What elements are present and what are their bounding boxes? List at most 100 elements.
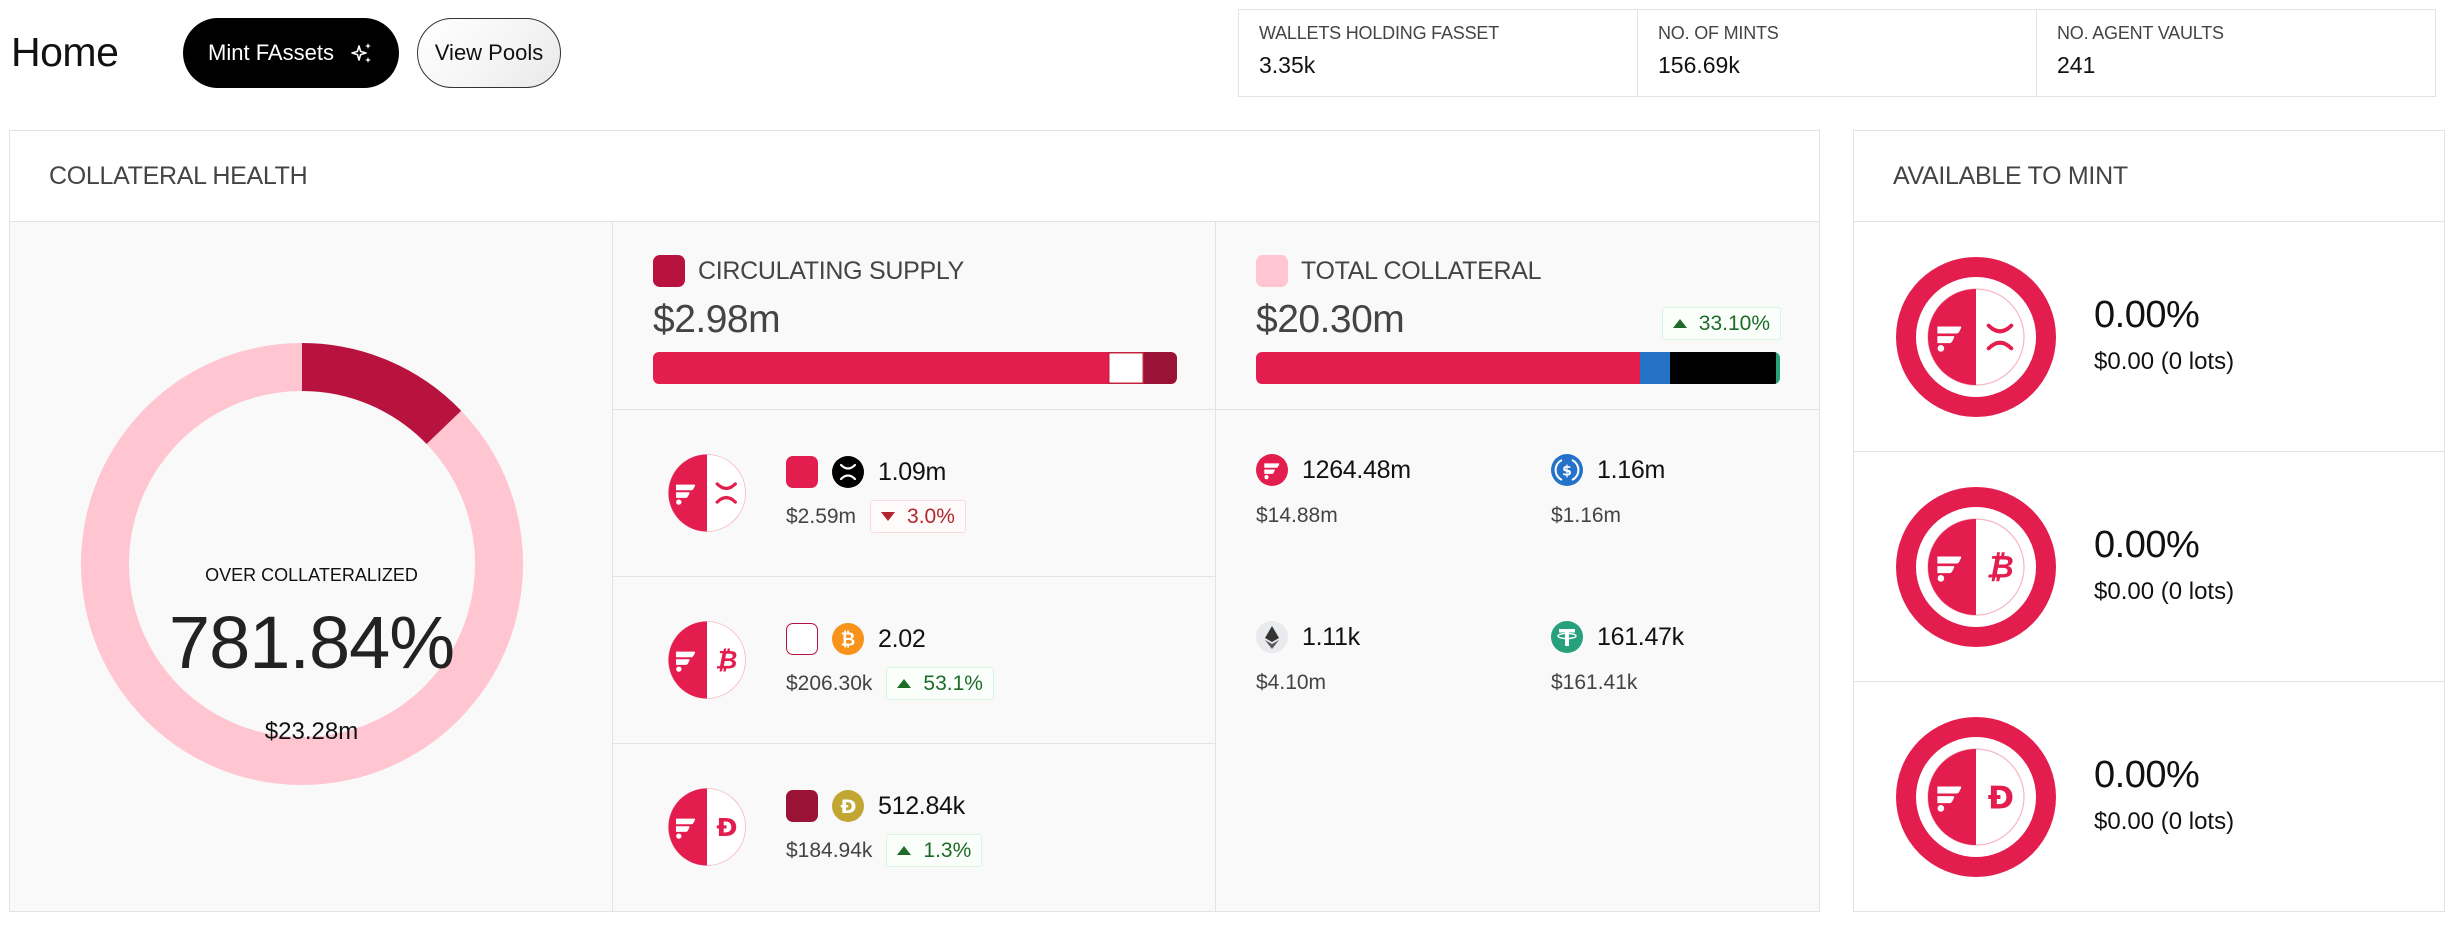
stat-value: 156.69k (1658, 52, 1740, 78)
collateral-amount: 1.11k (1302, 622, 1360, 651)
asset-amount: 512.84k (878, 791, 965, 820)
available-to-mint-title: AVAILABLE TO MINT (1854, 131, 2444, 222)
collateral-usd-value: $1.16m (1551, 504, 1622, 527)
stat-value: 3.35k (1259, 52, 1316, 78)
total-collateral-amount: $20.30m (1256, 298, 1405, 341)
supply-row-fbtc[interactable]: ₿ ₿ 2.02 $206.30k 53.1% (613, 577, 1215, 744)
stat-number-of-mints: NO. OF MINTS 156.69k (1638, 10, 2037, 96)
stat-value: 241 (2057, 52, 2096, 78)
collateral-ratio: 781.84% (168, 601, 455, 684)
asset-usd-value: $2.59m (786, 504, 857, 528)
svg-text:₿: ₿ (841, 630, 856, 651)
donut-segment-circulating-supply[interactable] (301, 343, 462, 445)
total-collateral-change-badge: 33.10% (1661, 307, 1781, 340)
stat-label: NO. OF MINTS (1658, 23, 1779, 43)
collateral-donut-chart (81, 343, 523, 785)
circulating-supply-swatch (653, 255, 685, 287)
fdoge-mint-progress-ring-icon: Đ (1896, 717, 2056, 877)
collateral-total-value: $23.28m (264, 718, 359, 745)
donut-segment-total-collateral[interactable] (81, 343, 523, 785)
circulating-supply-bar (653, 352, 1177, 384)
asset-amount: 2.02 (878, 624, 926, 653)
btc-icon: ₿ (832, 623, 864, 655)
xrp-icon (832, 456, 864, 488)
available-usd-lots: $0.00 (0 lots) (2094, 348, 2235, 375)
collateral-bar-segment-usdc[interactable] (1640, 352, 1670, 384)
available-percent: 0.00% (2094, 524, 2200, 566)
collateralization-donut-section: OVER COLLATERALIZED 781.84% $23.28m (10, 222, 613, 911)
asset-change-badge: 3.0% (870, 500, 966, 533)
asset-color-swatch (786, 790, 818, 822)
arrow-up-icon (1672, 319, 1687, 328)
available-to-mint-row-fdoge[interactable]: Đ 0.00% $0.00 (0 lots) (1854, 682, 2444, 912)
available-percent: 0.00% (2094, 754, 2200, 796)
collateral-amount: 1264.48m (1302, 455, 1411, 484)
total-collateral-change: 33.10% (1698, 311, 1770, 335)
collateral-item-flr[interactable]: 1264.48m $14.88m (1256, 454, 1411, 528)
collateral-item-usdc[interactable]: $ 1.16m $1.16m (1551, 454, 1665, 528)
collateral-item-eth[interactable]: 1.11k $4.10m (1256, 621, 1360, 695)
collateral-usd-value: $4.10m (1256, 671, 1327, 694)
collateral-amount: 161.47k (1597, 622, 1684, 651)
sparkles-icon (351, 43, 371, 63)
asset-change-badge: 53.1% (886, 667, 994, 700)
total-collateral-label: TOTAL COLLATERAL (1301, 256, 1542, 285)
collateral-bar-segment-flr[interactable] (1256, 352, 1641, 384)
collateral-item-usdt[interactable]: 161.47k $161.41k (1551, 621, 1684, 695)
asset-change-value: 1.3% (923, 838, 972, 862)
svg-text:₿: ₿ (1986, 549, 2014, 585)
fdoge-fasset-icon: Đ (651, 771, 763, 883)
svg-text:Đ: Đ (1988, 780, 2014, 816)
circulating-supply-amount: $2.98m (653, 298, 781, 341)
total-collateral-swatch (1256, 255, 1288, 287)
stat-agent-vaults: NO. AGENT VAULTS 241 (2037, 10, 2435, 96)
total-collateral-legend: TOTAL COLLATERAL (1256, 255, 1541, 287)
fbtc-fasset-icon: ₿ (651, 604, 763, 716)
supply-row-fxrp[interactable]: 1.09m $2.59m 3.0% (613, 410, 1215, 577)
collateral-health-title: COLLATERAL HEALTH (10, 131, 1819, 222)
arrow-down-icon (881, 512, 896, 521)
svg-text:$: $ (1562, 464, 1572, 480)
collateral-usd-value: $14.88m (1256, 504, 1338, 527)
stat-label: WALLETS HOLDING FASSET (1259, 23, 1499, 43)
usdc-icon: $ (1551, 454, 1583, 486)
asset-change-value: 53.1% (923, 671, 983, 695)
doge-icon: Đ (832, 790, 864, 822)
asset-usd-value: $206.30k (786, 671, 873, 695)
total-collateral-bar (1256, 352, 1780, 384)
flare-icon (1256, 454, 1288, 486)
view-pools-button[interactable]: View Pools (417, 18, 561, 88)
donut-label: OVER COLLATERALIZED (205, 565, 418, 585)
available-usd-lots: $0.00 (0 lots) (2094, 808, 2235, 835)
collateral-usd-value: $161.41k (1551, 671, 1638, 694)
circulating-supply-label: CIRCULATING SUPPLY (698, 256, 964, 285)
svg-text:₿: ₿ (715, 645, 737, 674)
stats-bar: WALLETS HOLDING FASSET 3.35k NO. OF MINT… (1238, 9, 2436, 97)
page-title: Home (11, 29, 119, 75)
usdt-icon (1551, 621, 1583, 653)
supply-bar-segment-fbtc[interactable] (1108, 352, 1145, 384)
available-to-mint-row-fxrp[interactable]: 0.00% $0.00 (0 lots) (1854, 222, 2444, 452)
supply-row-fdoge[interactable]: Đ Đ 512.84k $184.94k 1.3% (613, 744, 1215, 911)
svg-text:Đ: Đ (716, 813, 737, 842)
asset-change-value: 3.0% (907, 504, 955, 528)
collateral-bar-segment-eth[interactable] (1670, 352, 1776, 384)
collateral-bar-segment-usdt[interactable] (1775, 352, 1780, 384)
supply-bar-segment-fxrp[interactable] (653, 352, 1109, 384)
stat-wallets-holding: WALLETS HOLDING FASSET 3.35k (1239, 10, 1638, 96)
mint-fassets-label: Mint FAssets (208, 40, 334, 65)
svg-text:Đ: Đ (841, 796, 857, 818)
fxrp-fasset-icon (651, 437, 763, 549)
available-percent: 0.00% (2094, 294, 2200, 336)
arrow-up-icon (897, 679, 912, 688)
fbtc-mint-progress-ring-icon: ₿ (1896, 487, 2056, 647)
supply-bar-segment-fdoge[interactable] (1144, 352, 1177, 384)
circulating-supply-legend: CIRCULATING SUPPLY (653, 255, 964, 287)
eth-icon (1256, 621, 1288, 653)
asset-usd-value: $184.94k (786, 838, 873, 862)
asset-color-swatch (786, 456, 818, 488)
mint-fassets-button[interactable]: Mint FAssets (183, 18, 399, 88)
fxrp-mint-progress-ring-icon (1896, 257, 2056, 417)
available-to-mint-row-fbtc[interactable]: ₿ 0.00% $0.00 (0 lots) (1854, 452, 2444, 682)
asset-change-badge: 1.3% (886, 834, 983, 867)
